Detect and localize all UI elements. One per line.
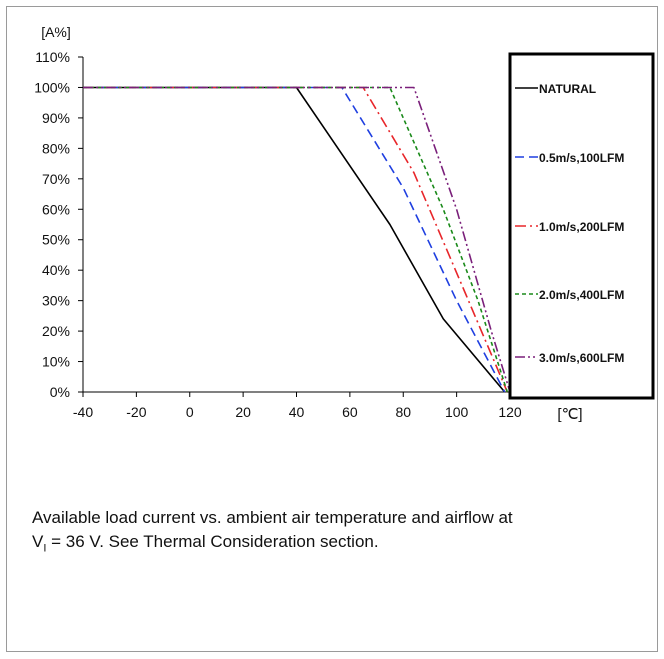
series-line-4 [83, 86, 511, 393]
y-tick-label: 90% [42, 110, 70, 126]
y-tick-label: 110% [35, 49, 70, 65]
series-line-0 [83, 86, 506, 393]
x-tick-label: 0 [186, 404, 194, 420]
caption-voltage-text: = 36 V. See Thermal Consideration sectio… [46, 532, 379, 551]
legend-label-3: 2.0m/s,400LFM [539, 288, 624, 302]
legend-label-0: NATURAL [539, 82, 596, 96]
y-tick-label: 60% [42, 201, 70, 217]
legend: NATURAL 0.5m/s,100LFM 1.0m/s,200LFM 2.0m/s,… [508, 52, 655, 400]
caption-line-2: VI = 36 V. See Thermal Consideration sec… [32, 530, 652, 560]
caption-line-1: Available load current vs. ambient air t… [32, 508, 513, 527]
y-tick-label: 30% [42, 293, 70, 309]
y-axis-label: [A%] [41, 24, 71, 40]
x-tick-label: 120 [498, 404, 522, 420]
y-tick-label: 0% [50, 384, 70, 400]
legend-label-4: 3.0m/s,600LFM [539, 351, 624, 365]
figure-caption: Available load current vs. ambient air t… [32, 506, 652, 560]
caption-voltage-symbol: V [32, 532, 44, 551]
x-axis-label: [℃] [557, 406, 582, 423]
series-lines [83, 86, 511, 393]
series-line-2 [83, 86, 509, 393]
y-tick-label: 10% [42, 354, 70, 370]
legend-label-2: 1.0m/s,200LFM [539, 220, 624, 234]
derating-chart: [A%] [℃] 0% 10% 20% 30% 40% 50% 60% 70% 80% 90% 10… [34, 24, 655, 423]
legend-label-1: 0.5m/s,100LFM [539, 151, 624, 165]
y-tick-label: 50% [42, 232, 70, 248]
series-line-1 [83, 86, 506, 393]
x-tick-label: 20 [235, 404, 251, 420]
x-tick-label: 40 [289, 404, 305, 420]
legend-box [508, 52, 655, 400]
caption-voltage-subscript: I [43, 542, 47, 555]
series-line-3 [83, 86, 509, 393]
x-tick-label: 100 [445, 404, 469, 420]
y-tick-label: 40% [42, 262, 70, 278]
y-tick-label: 20% [42, 323, 70, 339]
x-tick-label: -40 [73, 404, 93, 420]
x-tick-label: 80 [395, 404, 411, 420]
y-tick-label: 80% [42, 140, 70, 156]
figure-frame [6, 6, 658, 652]
x-tick-label: -20 [126, 404, 146, 420]
x-tick-label: 60 [342, 404, 358, 420]
axes: 0% 10% 20% 30% 40% 50% 60% 70% 80% 90% 100% 110% -40… [34, 49, 522, 420]
y-tick-label: 70% [42, 171, 70, 187]
y-tick-label: 100% [34, 79, 70, 95]
